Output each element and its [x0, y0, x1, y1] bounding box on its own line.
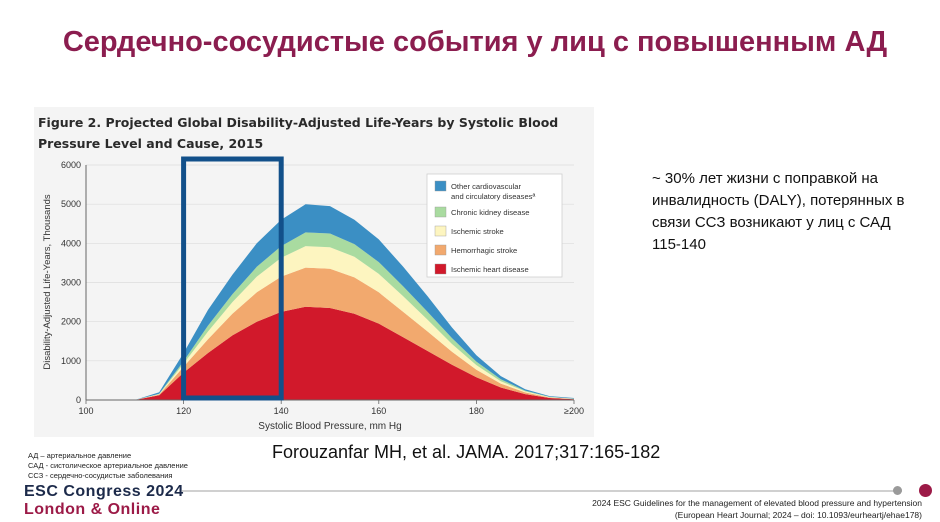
footer-divider: [182, 490, 902, 492]
x-tick-3: 160: [371, 406, 386, 416]
series-area-0: [134, 306, 575, 400]
x-tick-4: 180: [469, 406, 484, 416]
legend-label-3: Hemorrhagic stroke: [451, 246, 517, 255]
x-axis-label: Systolic Blood Pressure, mm Hg: [258, 421, 401, 432]
dalys-stacked-area-chart: 0 1000 2000 3000 4000 5000 6000 100 120 140 160 18…: [42, 156, 584, 432]
dalys-note: ~ 30% лет жизни с поправкой на инвалидно…: [652, 170, 905, 253]
y-axis-label: Disability-Adjusted Life-Years, Thousand…: [42, 194, 53, 370]
y-tick-1000: 1000: [61, 356, 81, 366]
footer-dot-red: [919, 484, 932, 497]
congress-title: ESC Congress 2024: [24, 483, 184, 500]
y-tick-labels: 0 1000 2000 3000 4000 5000 6000: [61, 160, 81, 405]
series-area-4: [134, 204, 575, 400]
legend-swatch-3: [434, 244, 447, 256]
y-tick-4000: 4000: [61, 238, 81, 248]
abbreviation-ad: АД – артериальное давление: [28, 451, 132, 460]
figure-title: Figure 2. Projected Global Disability-Ad…: [38, 115, 559, 151]
abbreviations: АД – артериальное давление САД - систоли…: [28, 451, 188, 481]
chart-series-areas: [134, 204, 575, 400]
abbreviation-sad: САД - систолическое артериальное давлени…: [28, 461, 188, 470]
y-tick-3000: 3000: [61, 278, 81, 288]
chart-axes: [85, 165, 574, 401]
legend-swatch-4: [434, 263, 447, 275]
y-tick-2000: 2000: [61, 317, 81, 327]
x-tick-1: 120: [176, 406, 191, 416]
citation: Forouzanfar MH, et al. JAMA. 2017;317:16…: [272, 442, 661, 462]
legend-label-0-0: Other cardiovascular: [451, 182, 522, 191]
esc-congress-logo: ESC Congress 2024 London & Online: [24, 483, 184, 519]
legend-swatch-0: [434, 180, 447, 192]
y-tick-6000: 6000: [61, 160, 81, 170]
slide-title: Сердечно-сосудистые события у лиц с повы…: [62, 26, 888, 58]
legend-label-2: Ischemic stroke: [451, 227, 504, 236]
x-tick-0: 100: [78, 406, 93, 416]
guideline-reference: 2024 ESC Guidelines for the management o…: [592, 497, 922, 521]
footer-dot-grey: [893, 486, 902, 495]
series-area-1: [134, 267, 575, 400]
guideline-title: 2024 ESC Guidelines for the management o…: [592, 498, 922, 508]
legend-label-1: Chronic kidney disease: [451, 208, 530, 217]
legend-label-0-1: and circulatory diseasesª: [451, 192, 535, 201]
series-area-2: [134, 246, 575, 400]
legend-swatch-1: [434, 206, 447, 218]
guideline-doi: (European Heart Journal; 2024 – doi: 10.…: [674, 510, 922, 520]
y-tick-0: 0: [76, 395, 81, 405]
x-tick-labels: 100 120 140 160 180 ≥200: [78, 400, 584, 416]
legend-frame: [426, 173, 563, 278]
highlight-box-120-140: [181, 156, 284, 401]
legend-label-4: Ischemic heart disease: [451, 265, 529, 274]
abbreviation-ssz: ССЗ - сердечно-сосудистые заболевания: [28, 471, 173, 480]
legend-swatch-2: [434, 225, 447, 237]
y-tick-5000: 5000: [61, 199, 81, 209]
congress-subtitle: London & Online: [24, 501, 161, 518]
x-tick-2: 140: [274, 406, 289, 416]
x-tick-5: ≥200: [564, 406, 584, 416]
